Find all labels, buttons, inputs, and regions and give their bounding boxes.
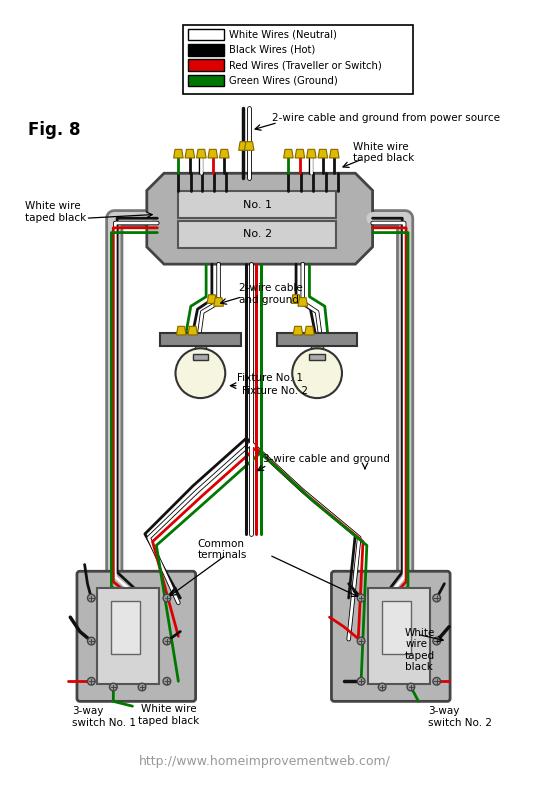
Circle shape	[163, 594, 170, 602]
Bar	[368, 589, 430, 684]
Bar	[195, 346, 206, 356]
Text: White wire
taped black: White wire taped black	[25, 201, 86, 222]
Text: 2-wire cable and ground from power source: 2-wire cable and ground from power sourc…	[272, 113, 500, 123]
Circle shape	[87, 594, 95, 602]
Polygon shape	[196, 150, 206, 158]
Circle shape	[433, 638, 441, 645]
Polygon shape	[214, 298, 223, 306]
Bar	[188, 74, 224, 86]
Circle shape	[433, 678, 441, 685]
Polygon shape	[298, 298, 307, 306]
Text: Common
terminals: Common terminals	[197, 538, 247, 560]
Circle shape	[358, 594, 365, 602]
Circle shape	[378, 683, 386, 691]
Circle shape	[163, 638, 170, 645]
Circle shape	[407, 683, 415, 691]
Polygon shape	[293, 326, 303, 335]
Polygon shape	[177, 326, 186, 335]
Polygon shape	[208, 150, 218, 158]
Bar	[178, 221, 336, 248]
Circle shape	[87, 638, 95, 645]
Text: White wire
taped black: White wire taped black	[138, 704, 200, 726]
Polygon shape	[284, 150, 293, 158]
Bar	[178, 191, 336, 218]
Bar	[188, 59, 224, 71]
Polygon shape	[147, 174, 372, 264]
Text: 3-way
switch No. 1: 3-way switch No. 1	[72, 706, 136, 728]
Text: Green Wires (Ground): Green Wires (Ground)	[229, 75, 338, 86]
Polygon shape	[239, 142, 248, 150]
Circle shape	[358, 638, 365, 645]
Circle shape	[109, 683, 117, 691]
Polygon shape	[329, 150, 339, 158]
Bar	[112, 601, 140, 654]
Text: White Wires (Neutral): White Wires (Neutral)	[229, 30, 337, 39]
Bar	[277, 333, 358, 346]
FancyBboxPatch shape	[77, 571, 196, 702]
Polygon shape	[207, 294, 217, 303]
Text: No. 1: No. 1	[243, 200, 272, 210]
Polygon shape	[188, 326, 197, 335]
Circle shape	[163, 678, 170, 685]
Circle shape	[433, 594, 441, 602]
FancyBboxPatch shape	[332, 571, 450, 702]
Bar	[310, 354, 324, 360]
Polygon shape	[318, 150, 328, 158]
Text: White
wire
taped
black: White wire taped black	[405, 628, 436, 673]
Bar	[188, 44, 224, 55]
Bar	[192, 354, 208, 360]
Bar	[311, 346, 323, 356]
Text: http://www.homeimprovementweb.com/: http://www.homeimprovementweb.com/	[139, 755, 390, 768]
Circle shape	[175, 348, 226, 398]
Text: White wire
taped black: White wire taped black	[354, 142, 415, 163]
Text: 3-way
switch No. 2: 3-way switch No. 2	[428, 706, 492, 728]
Circle shape	[358, 678, 365, 685]
Polygon shape	[305, 326, 314, 335]
Polygon shape	[174, 150, 183, 158]
Text: Fixture No. 1: Fixture No. 1	[236, 374, 302, 383]
Text: 3-wire cable and ground: 3-wire cable and ground	[262, 454, 389, 463]
Polygon shape	[185, 150, 195, 158]
Bar	[160, 333, 240, 346]
Text: No. 2: No. 2	[243, 230, 272, 239]
Text: Fixture No. 2: Fixture No. 2	[243, 386, 309, 396]
Bar	[97, 589, 160, 684]
Polygon shape	[219, 150, 229, 158]
Polygon shape	[306, 150, 316, 158]
Circle shape	[292, 348, 342, 398]
Polygon shape	[292, 294, 301, 303]
Circle shape	[87, 678, 95, 685]
Polygon shape	[295, 150, 305, 158]
Polygon shape	[244, 142, 254, 150]
Text: 2-wire cable
and ground: 2-wire cable and ground	[239, 283, 302, 305]
Bar	[382, 601, 411, 654]
Circle shape	[138, 683, 146, 691]
Text: Fig. 8: Fig. 8	[28, 121, 81, 138]
Text: Black Wires (Hot): Black Wires (Hot)	[229, 45, 315, 55]
Bar	[188, 29, 224, 40]
Text: Red Wires (Traveller or Switch): Red Wires (Traveller or Switch)	[229, 60, 382, 70]
Bar	[183, 25, 412, 94]
